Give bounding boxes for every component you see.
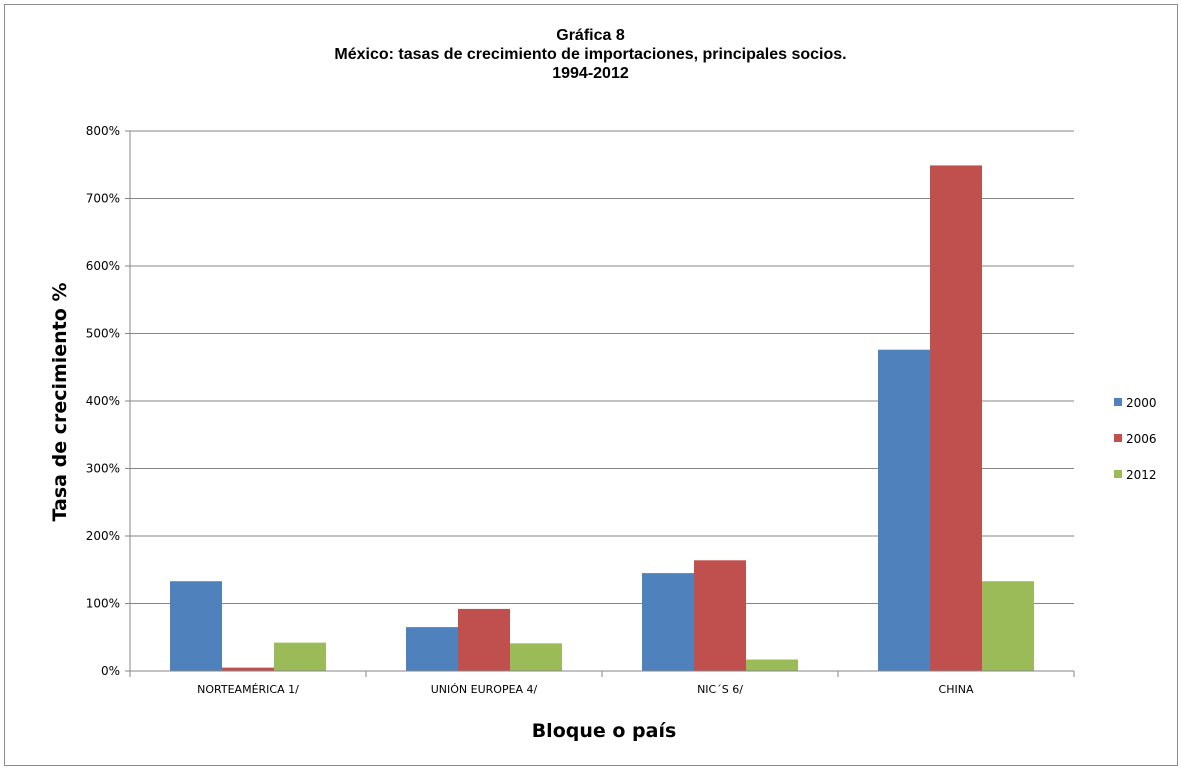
x-tick-label: NORTEAMÉRICA 1/ (197, 683, 299, 696)
legend-label: 2000 (1126, 396, 1157, 410)
legend-label: 2006 (1126, 432, 1157, 446)
y-tick-label: 500% (86, 327, 120, 341)
y-tick-label: 400% (86, 394, 120, 408)
y-tick-label: 100% (86, 597, 120, 611)
bar (930, 165, 982, 672)
bar (222, 667, 274, 671)
legend: 2000 2006 2012 (1114, 396, 1157, 482)
y-tick-label: 200% (86, 529, 120, 543)
chart-title-line-2: México: tasas de crecimiento de importac… (334, 46, 847, 63)
y-tick-label: 0% (101, 664, 120, 678)
x-axis-title: Bloque o país (532, 720, 677, 742)
y-tick-label: 700% (86, 192, 120, 206)
x-tick-labels: NORTEAMÉRICA 1/UNIÓN EUROPEA 4/NIC´S 6/C… (197, 683, 974, 696)
chart-title-line-1: Gráfica 8 (556, 27, 625, 44)
x-tick-label: NIC´S 6/ (697, 683, 743, 696)
bar (642, 573, 694, 671)
y-tick-label: 600% (86, 259, 120, 273)
y-tick-labels: 0% 100% 200% 300% 400% 500% 600% 700% 800% (86, 124, 120, 678)
bar (274, 642, 326, 671)
x-tick-label: UNIÓN EUROPEA 4/ (431, 683, 538, 696)
bar (694, 560, 746, 671)
bar (406, 627, 458, 671)
bar (982, 581, 1034, 671)
x-tick-label: CHINA (939, 683, 974, 696)
y-axis-title: Tasa de crecimiento % (49, 283, 71, 522)
legend-swatch (1114, 398, 1122, 406)
bar (510, 643, 562, 671)
bar (746, 659, 798, 671)
bar (458, 608, 510, 671)
chart-title: Gráfica 8 México: tasas de crecimiento d… (0, 26, 1181, 83)
bars (170, 165, 1034, 672)
y-tick-label: 800% (86, 124, 120, 138)
legend-swatch (1114, 470, 1122, 478)
chart-title-line-3: 1994-2012 (552, 65, 629, 82)
bar (878, 349, 930, 671)
axes (125, 130, 1075, 677)
y-tick-label: 300% (86, 462, 120, 476)
bar (170, 581, 222, 671)
legend-swatch (1114, 434, 1122, 442)
legend-label: 2012 (1126, 468, 1157, 482)
